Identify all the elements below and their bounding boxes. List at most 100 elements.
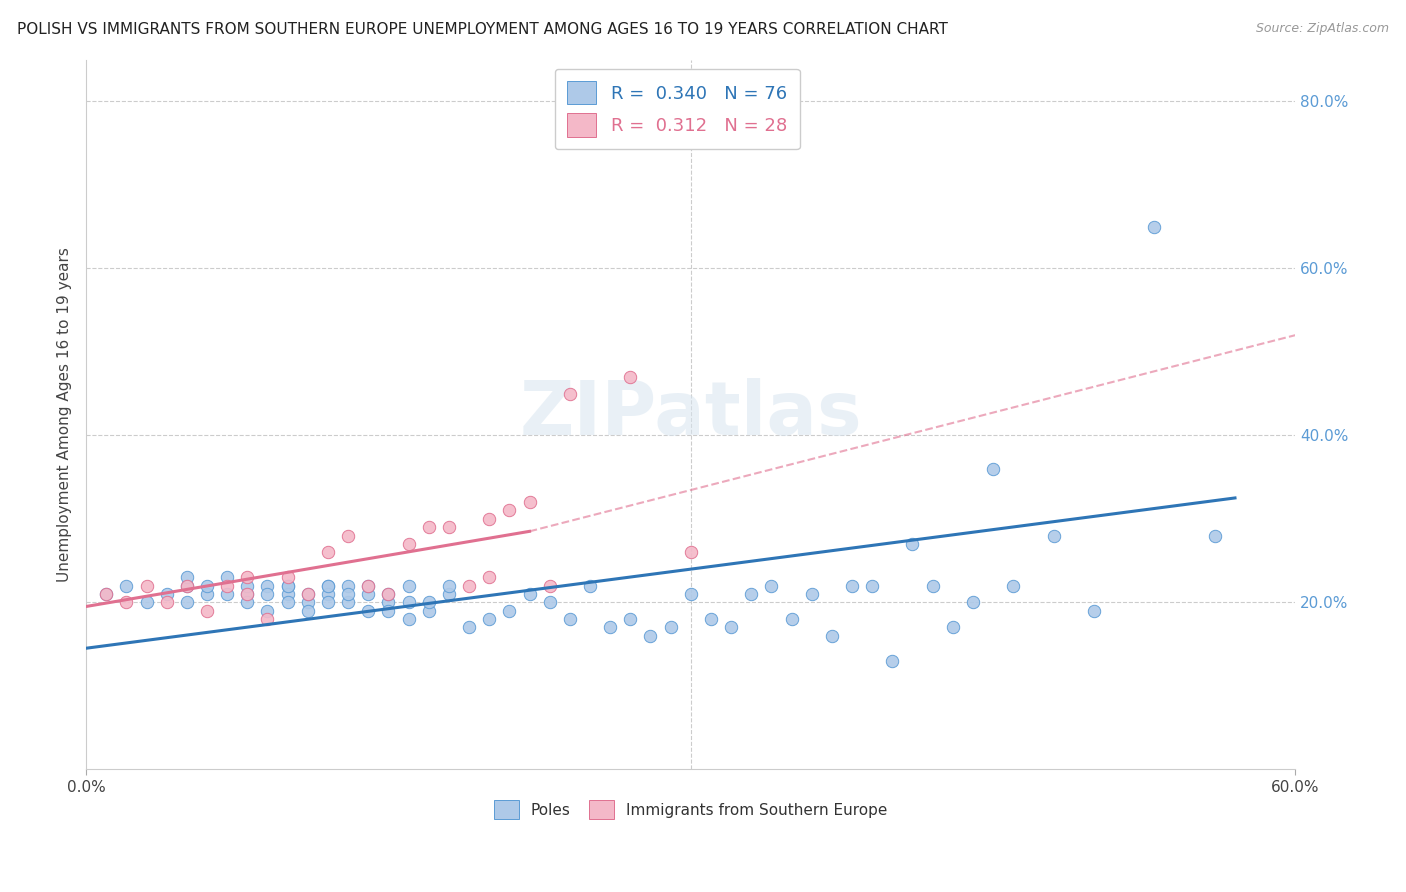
Point [297,595,319,609]
Point [437,587,460,601]
Point [316,579,339,593]
Point [316,587,339,601]
Point [478,612,501,626]
Point [96,587,118,601]
Point [316,579,339,593]
Point [679,587,702,601]
Point [337,595,360,609]
Point [277,595,299,609]
Point [619,370,641,384]
Point [156,595,179,609]
Point [377,587,399,601]
Point [882,654,904,668]
Point [135,579,157,593]
Point [256,612,278,626]
Point [458,579,481,593]
Point [942,620,965,634]
Point [800,587,823,601]
Point [437,579,460,593]
Point [981,461,1004,475]
Point [256,579,278,593]
Point [599,620,621,634]
Point [176,579,198,593]
Point [297,587,319,601]
Point [1042,528,1064,542]
Point [277,587,299,601]
Point [821,629,844,643]
Point [579,579,602,593]
Point [236,579,259,593]
Point [377,595,399,609]
Point [277,579,299,593]
Point [418,520,440,534]
Point [236,587,259,601]
Point [217,570,239,584]
Point [256,587,278,601]
Point [236,587,259,601]
Point [277,570,299,584]
Point [921,579,943,593]
Point [217,587,239,601]
Point [962,595,984,609]
Point [176,579,198,593]
Point [256,604,278,618]
Point [337,579,360,593]
Point [316,545,339,559]
Point [679,545,702,559]
Point [195,587,218,601]
Point [1002,579,1025,593]
Point [236,570,259,584]
Point [558,612,581,626]
Point [176,595,198,609]
Point [135,595,157,609]
Point [297,587,319,601]
Point [398,595,420,609]
Point [458,620,481,634]
Point [277,579,299,593]
Point [558,386,581,401]
Text: POLISH VS IMMIGRANTS FROM SOUTHERN EUROPE UNEMPLOYMENT AMONG AGES 16 TO 19 YEARS: POLISH VS IMMIGRANTS FROM SOUTHERN EUROP… [17,22,948,37]
Point [1083,604,1105,618]
Point [700,612,723,626]
Legend: Poles, Immigrants from Southern Europe: Poles, Immigrants from Southern Europe [488,794,893,825]
Point [740,587,762,601]
Point [357,579,380,593]
Y-axis label: Unemployment Among Ages 16 to 19 years: Unemployment Among Ages 16 to 19 years [58,247,72,582]
Point [761,579,783,593]
Point [236,595,259,609]
Point [297,604,319,618]
Text: ZIPatlas: ZIPatlas [519,378,862,451]
Point [398,537,420,551]
Point [901,537,924,551]
Point [377,587,399,601]
Point [659,620,682,634]
Point [478,570,501,584]
Point [418,595,440,609]
Point [519,495,541,509]
Point [316,595,339,609]
Point [437,520,460,534]
Point [357,604,380,618]
Point [195,604,218,618]
Point [538,579,561,593]
Point [498,604,520,618]
Point [498,503,520,517]
Point [195,579,218,593]
Point [115,595,138,609]
Point [418,604,440,618]
Point [377,604,399,618]
Point [538,595,561,609]
Point [478,512,501,526]
Point [176,570,198,584]
Point [720,620,742,634]
Point [398,579,420,593]
Point [640,629,662,643]
Point [780,612,803,626]
Point [357,579,380,593]
Point [337,528,360,542]
Point [860,579,883,593]
Point [1204,528,1226,542]
Point [96,587,118,601]
Point [357,587,380,601]
Point [1143,219,1166,234]
